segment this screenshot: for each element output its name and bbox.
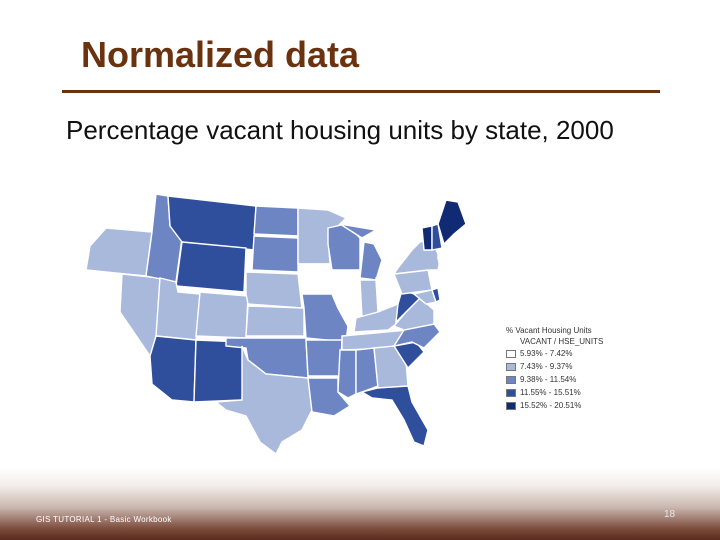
legend-swatch bbox=[506, 401, 516, 410]
state-SD bbox=[251, 235, 299, 273]
legend-label: 11.55% - 15.51% bbox=[520, 388, 581, 397]
state-WI bbox=[327, 223, 361, 271]
state-KS bbox=[245, 305, 305, 337]
page-number: 18 bbox=[664, 509, 676, 520]
footer-band bbox=[0, 468, 720, 540]
state-MA bbox=[437, 247, 462, 259]
state-AL bbox=[355, 347, 379, 395]
state-CO bbox=[195, 291, 249, 339]
state-NH bbox=[431, 223, 443, 251]
state-NJ bbox=[431, 271, 443, 289]
state-ME bbox=[437, 199, 466, 246]
state-WA bbox=[93, 187, 157, 233]
legend-swatch bbox=[506, 375, 516, 384]
state-AR bbox=[305, 339, 343, 377]
state-NM bbox=[193, 339, 245, 403]
legend-item: 9.38% - 11.54% bbox=[506, 373, 636, 386]
legend-label: 7.43% - 9.37% bbox=[520, 362, 573, 371]
state-MS bbox=[337, 349, 357, 399]
legend-item: 5.93% - 7.42% bbox=[506, 347, 636, 360]
legend-item: 7.43% - 9.37% bbox=[506, 360, 636, 373]
state-MI bbox=[339, 223, 383, 281]
state-IL bbox=[331, 271, 361, 332]
legend-label: 9.38% - 11.54% bbox=[520, 375, 577, 384]
state-VT bbox=[421, 225, 433, 251]
legend-item: 11.55% - 15.51% bbox=[506, 386, 636, 399]
legend-item: 15.52% - 20.51% bbox=[506, 399, 636, 412]
state-FL bbox=[360, 385, 429, 447]
choropleth-map bbox=[76, 180, 466, 455]
legend-swatch bbox=[506, 362, 516, 371]
state-OH bbox=[375, 275, 401, 309]
legend-label: 5.93% - 7.42% bbox=[520, 349, 573, 358]
state-AZ bbox=[149, 335, 197, 403]
state-OR bbox=[85, 227, 153, 277]
legend-swatch bbox=[506, 388, 516, 397]
state-ND bbox=[253, 205, 299, 237]
state-MT bbox=[167, 195, 257, 251]
state-NE bbox=[245, 271, 303, 309]
state-GA bbox=[373, 345, 409, 389]
slide-subtitle: Percentage vacant housing units by state… bbox=[66, 115, 614, 145]
legend-swatch bbox=[506, 349, 516, 358]
map-legend: % Vacant Housing Units VACANT / HSE_UNIT… bbox=[506, 326, 636, 412]
state-TX bbox=[214, 345, 317, 455]
legend-label: 15.52% - 20.51% bbox=[520, 401, 582, 410]
legend-title: % Vacant Housing Units bbox=[506, 326, 592, 335]
footer-text: GIS TUTORIAL 1 - Basic Workbook bbox=[36, 515, 172, 524]
state-WY bbox=[175, 241, 247, 293]
legend-field-name: VACANT / HSE_UNITS bbox=[520, 337, 604, 346]
slide-title: Normalized data bbox=[81, 34, 360, 75]
us-states-map bbox=[85, 187, 466, 455]
title-divider bbox=[62, 90, 660, 93]
